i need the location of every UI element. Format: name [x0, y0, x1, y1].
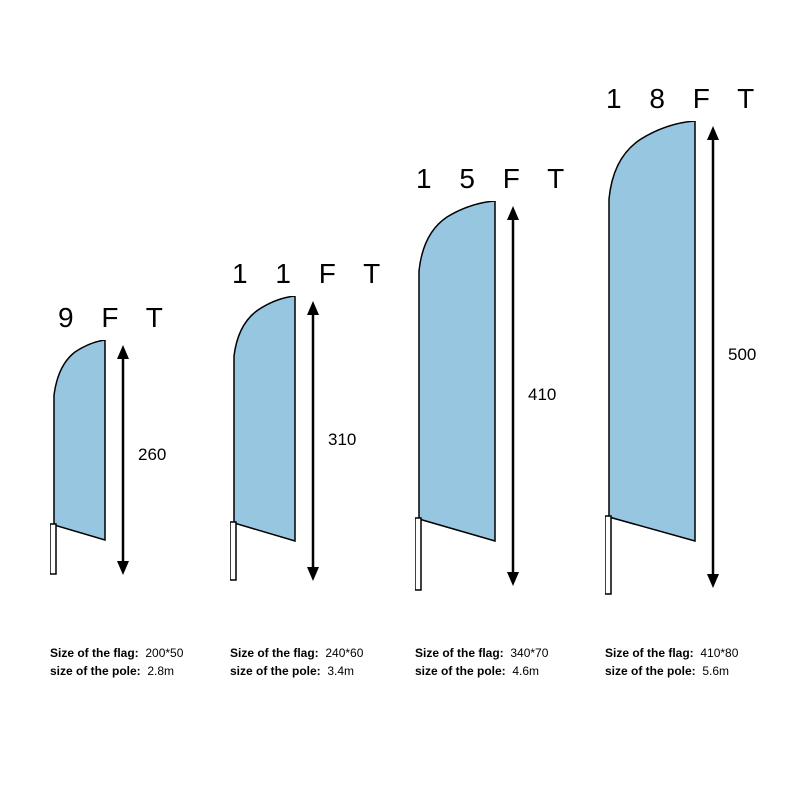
- specs-18ft: Size of the flag: 410*80 size of the pol…: [605, 644, 738, 680]
- flag-title-9ft: 9 F T: [58, 302, 173, 334]
- diagram-container: 9 F T 260 Size of the flag: 200*50 size …: [0, 0, 800, 800]
- flag-shape-9ft: [50, 340, 115, 580]
- pole-size-prefix: size of the pole:: [415, 664, 506, 678]
- flag-size-prefix: Size of the flag:: [605, 646, 694, 660]
- pole-size-value-9ft: 2.8m: [147, 664, 174, 678]
- pole-size-prefix: size of the pole:: [50, 664, 141, 678]
- pole-size-value-11ft: 3.4m: [327, 664, 354, 678]
- pole-size-value-18ft: 5.6m: [702, 664, 729, 678]
- specs-15ft: Size of the flag: 340*70 size of the pol…: [415, 644, 548, 680]
- flag-size-value-15ft: 340*70: [510, 646, 548, 660]
- height-label-9ft: 260: [138, 445, 166, 465]
- height-arrow-9ft: [115, 345, 135, 575]
- flag-size-prefix: Size of the flag:: [415, 646, 504, 660]
- flag-title-15ft: 1 5 F T: [416, 163, 574, 195]
- flag-size-value-11ft: 240*60: [325, 646, 363, 660]
- pole-size-prefix: size of the pole:: [605, 664, 696, 678]
- height-arrow-15ft: [505, 206, 525, 586]
- specs-11ft: Size of the flag: 240*60 size of the pol…: [230, 644, 363, 680]
- height-arrow-18ft: [705, 126, 725, 588]
- pole-size-value-15ft: 4.6m: [512, 664, 539, 678]
- height-label-11ft: 310: [328, 430, 356, 450]
- pole-size-prefix: size of the pole:: [230, 664, 321, 678]
- flag-size-prefix: Size of the flag:: [50, 646, 139, 660]
- flag-shape-11ft: [230, 296, 305, 586]
- flag-size-value-9ft: 200*50: [145, 646, 183, 660]
- height-arrow-11ft: [305, 301, 325, 581]
- flag-title-18ft: 1 8 F T: [606, 83, 764, 115]
- flag-title-11ft: 1 1 F T: [232, 258, 390, 290]
- flag-shape-18ft: [605, 121, 705, 601]
- height-label-18ft: 500: [728, 345, 756, 365]
- flag-size-prefix: Size of the flag:: [230, 646, 319, 660]
- flag-size-value-18ft: 410*80: [700, 646, 738, 660]
- flag-shape-15ft: [415, 201, 505, 596]
- specs-9ft: Size of the flag: 200*50 size of the pol…: [50, 644, 183, 680]
- height-label-15ft: 410: [528, 385, 556, 405]
